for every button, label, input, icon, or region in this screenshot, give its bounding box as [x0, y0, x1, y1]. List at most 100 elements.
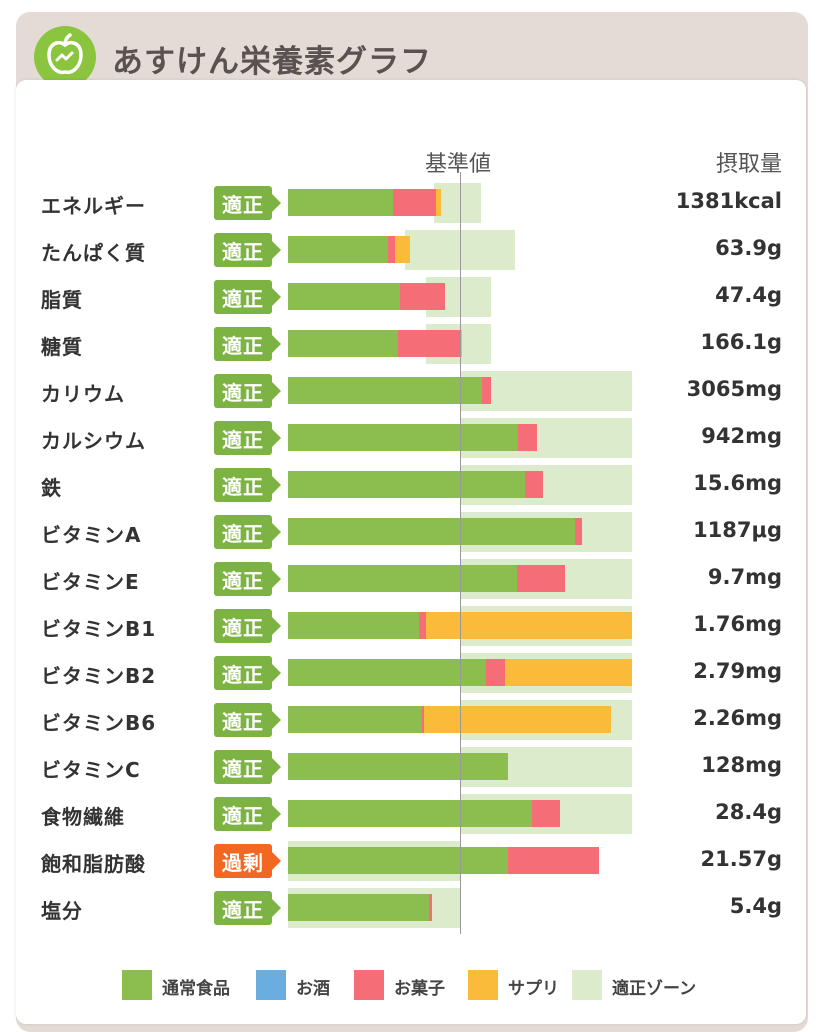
intake-header: 摂取量 — [715, 152, 782, 177]
bar-segment-food — [288, 518, 576, 545]
status-badge: 適正 — [214, 609, 281, 643]
bar-segment-sweets — [418, 612, 426, 639]
legend-swatch — [256, 970, 286, 1000]
status-badge: 適正 — [214, 233, 281, 267]
nutrient-label: ビタミンC — [41, 758, 141, 782]
bar-segment-sweets — [392, 189, 436, 216]
bar-segment-supplement — [423, 706, 612, 733]
bar-zone — [404, 230, 516, 270]
status-badge: 適正 — [214, 280, 281, 314]
bar-segment-sweets — [398, 330, 460, 357]
status-badge: 適正 — [214, 327, 281, 361]
intake-value: 9.7mg — [707, 565, 782, 589]
reference-line — [460, 172, 461, 934]
nutrient-row[interactable]: ビタミンB1 適正 1.76mg — [0, 606, 823, 646]
intake-value: 5.4g — [729, 894, 782, 918]
nutrient-row[interactable]: カルシウム 適正 942mg — [0, 418, 823, 458]
nutrient-label: ビタミンB2 — [41, 664, 157, 688]
status-badge: 過剰 — [214, 844, 281, 878]
bar-track — [288, 888, 638, 928]
nutrient-label: カルシウム — [41, 429, 146, 453]
legend-label: サプリ — [508, 979, 559, 999]
nutrient-label: 塩分 — [41, 899, 83, 923]
status-badge: 適正 — [214, 421, 281, 455]
bar-segment-supplement — [504, 659, 632, 686]
nutrient-row[interactable]: エネルギー 適正 1381kcal — [0, 183, 823, 223]
bar-segment-sweets — [399, 283, 445, 310]
page-title: あすけん栄養素グラフ — [112, 44, 432, 80]
bar-track — [288, 183, 638, 223]
nutrient-label: 飽和脂肪酸 — [41, 852, 146, 876]
bar-track — [288, 700, 638, 740]
bar-segment-food — [288, 565, 517, 592]
nutrient-row[interactable]: 糖質 適正 166.1g — [0, 324, 823, 364]
nutrient-label: ビタミンA — [41, 523, 142, 547]
status-badge: 適正 — [214, 374, 281, 408]
status-badge: 適正 — [214, 515, 281, 549]
intake-value: 63.9g — [715, 236, 782, 260]
nutrient-row[interactable]: 脂質 適正 47.4g — [0, 277, 823, 317]
nutrient-label: 脂質 — [41, 288, 83, 312]
bar-segment-food — [288, 189, 393, 216]
intake-value: 3065mg — [686, 377, 782, 401]
intake-value: 2.26mg — [693, 706, 782, 730]
nutrient-label: 鉄 — [41, 476, 62, 500]
bar-segment-food — [288, 283, 400, 310]
nutrient-label: たんぱく質 — [41, 241, 146, 265]
reference-header: 基準値 — [425, 152, 492, 177]
intake-value: 166.1g — [700, 330, 782, 354]
status-badge: 適正 — [214, 468, 281, 502]
bar-segment-sweets — [387, 236, 395, 263]
status-badge: 適正 — [214, 891, 281, 925]
bar-segment-sweets — [575, 518, 583, 545]
intake-value: 28.4g — [715, 800, 782, 824]
bar-track — [288, 371, 638, 411]
status-badge: 適正 — [214, 703, 281, 737]
nutrient-row[interactable]: ビタミンB2 適正 2.79mg — [0, 653, 823, 693]
intake-value: 1187μg — [693, 518, 782, 542]
intake-value: 128mg — [701, 753, 782, 777]
nutrient-row[interactable]: カリウム 適正 3065mg — [0, 371, 823, 411]
nutrient-row[interactable]: ビタミンC 適正 128mg — [0, 747, 823, 787]
nutrient-row[interactable]: ビタミンE 適正 9.7mg — [0, 559, 823, 599]
bar-segment-supplement — [435, 189, 442, 216]
nutrient-row[interactable]: たんぱく質 適正 63.9g — [0, 230, 823, 270]
intake-value: 2.79mg — [693, 659, 782, 683]
nutrient-label: ビタミンB1 — [41, 617, 157, 641]
nutrient-row[interactable]: 飽和脂肪酸 過剰 21.57g — [0, 841, 823, 881]
bar-segment-food — [288, 612, 419, 639]
nutrient-row[interactable]: ビタミンA 適正 1187μg — [0, 512, 823, 552]
nutrient-label: エネルギー — [41, 194, 146, 218]
bar-track — [288, 324, 638, 364]
nutrient-row[interactable]: 塩分 適正 5.4g — [0, 888, 823, 928]
legend-label: 適正ゾーン — [612, 979, 697, 999]
apple-icon — [34, 26, 96, 88]
bar-segment-food — [288, 236, 388, 263]
bar-track — [288, 606, 638, 646]
nutrient-row[interactable]: 食物繊維 適正 28.4g — [0, 794, 823, 834]
bar-track — [288, 465, 638, 505]
nutrient-row[interactable]: ビタミンB6 適正 2.26mg — [0, 700, 823, 740]
bar-track — [288, 794, 638, 834]
bar-segment-sweets — [422, 706, 424, 733]
bar-track — [288, 512, 638, 552]
bar-track — [288, 277, 638, 317]
bar-segment-sweets — [525, 471, 543, 498]
nutrient-row[interactable]: 鉄 適正 15.6mg — [0, 465, 823, 505]
bar-segment-food — [288, 706, 423, 733]
bar-segment-supplement — [425, 612, 632, 639]
bar-track — [288, 747, 638, 787]
bar-segment-sweets — [429, 894, 433, 921]
intake-value: 942mg — [701, 424, 782, 448]
bar-segment-food — [288, 847, 509, 874]
bar-segment-food — [288, 800, 533, 827]
legend-swatch — [122, 970, 152, 1000]
bar-track — [288, 653, 638, 693]
status-badge: 適正 — [214, 562, 281, 596]
status-badge: 適正 — [214, 656, 281, 690]
bar-segment-sweets — [485, 659, 505, 686]
nutrient-label: カリウム — [41, 382, 125, 406]
intake-value: 47.4g — [715, 283, 782, 307]
legend-swatch — [572, 970, 602, 1000]
nutrient-label: 糖質 — [41, 335, 83, 359]
